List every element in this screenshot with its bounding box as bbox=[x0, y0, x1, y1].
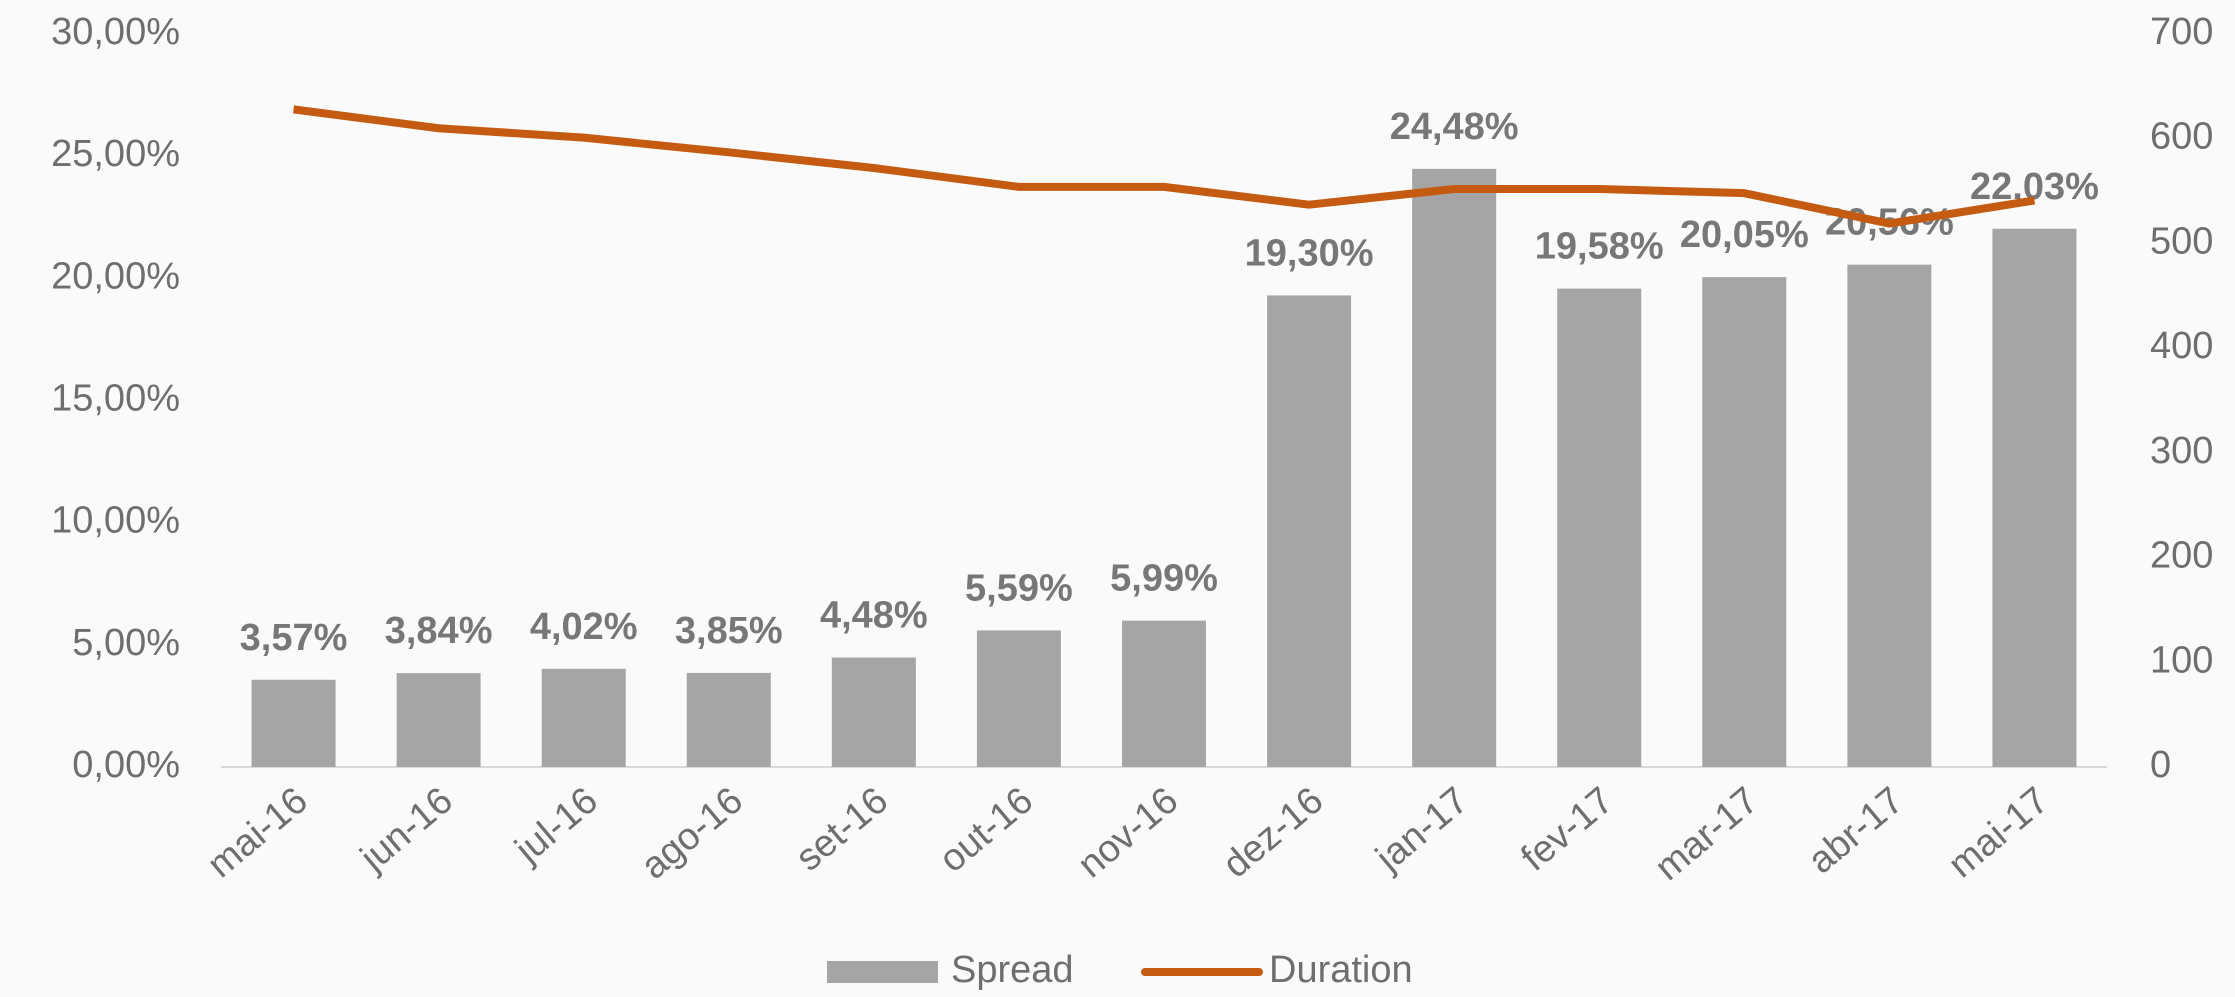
line bbox=[293, 105, 2036, 228]
y2-tick-label: 100 bbox=[2150, 639, 2213, 681]
bar bbox=[541, 668, 626, 767]
y2-tick-label: 300 bbox=[2150, 430, 2213, 472]
y2-tick-label: 600 bbox=[2150, 116, 2213, 158]
y-tick-label: 10,00% bbox=[51, 500, 180, 542]
data-label: 24,48% bbox=[1390, 106, 1519, 148]
bar bbox=[1702, 277, 1787, 767]
data-label: 3,85% bbox=[675, 610, 783, 652]
data-label: 5,59% bbox=[965, 567, 1073, 609]
bar bbox=[396, 673, 481, 767]
bar bbox=[1122, 620, 1206, 767]
data-label: 20,05% bbox=[1680, 214, 1809, 256]
bar bbox=[1992, 228, 2077, 768]
y2-tick-label: 200 bbox=[2150, 535, 2213, 577]
data-label: 5,99% bbox=[1110, 558, 1218, 600]
bar bbox=[1557, 288, 1642, 767]
bar bbox=[1847, 264, 1932, 767]
y-tick-label: 30,00% bbox=[51, 11, 180, 53]
bar bbox=[251, 679, 336, 767]
bar bbox=[1267, 295, 1352, 767]
data-label: 4,02% bbox=[530, 606, 638, 648]
data-label: 3,57% bbox=[240, 617, 348, 659]
legend-swatch bbox=[827, 961, 938, 983]
y-tick-label: 25,00% bbox=[51, 133, 180, 175]
data-label: 19,30% bbox=[1245, 232, 1374, 274]
bar bbox=[831, 657, 916, 767]
y2-tick-label: 0 bbox=[2150, 744, 2171, 786]
data-label: 19,58% bbox=[1535, 226, 1664, 268]
legend-label: Duration bbox=[1269, 949, 1413, 991]
y2-tick-label: 700 bbox=[2150, 11, 2213, 53]
bar bbox=[976, 630, 1061, 767]
y-tick-label: 0,00% bbox=[72, 744, 180, 786]
y-tick-label: 20,00% bbox=[51, 255, 180, 297]
data-label: 4,48% bbox=[820, 595, 928, 637]
bar bbox=[1412, 168, 1497, 767]
y2-tick-label: 400 bbox=[2150, 325, 2213, 367]
y-tick-label: 5,00% bbox=[72, 622, 180, 664]
y-tick-label: 15,00% bbox=[51, 378, 180, 420]
data-label: 3,84% bbox=[385, 610, 493, 652]
legend-label: Spread bbox=[951, 949, 1074, 991]
y2-tick-label: 500 bbox=[2150, 220, 2213, 262]
bar bbox=[686, 672, 771, 767]
